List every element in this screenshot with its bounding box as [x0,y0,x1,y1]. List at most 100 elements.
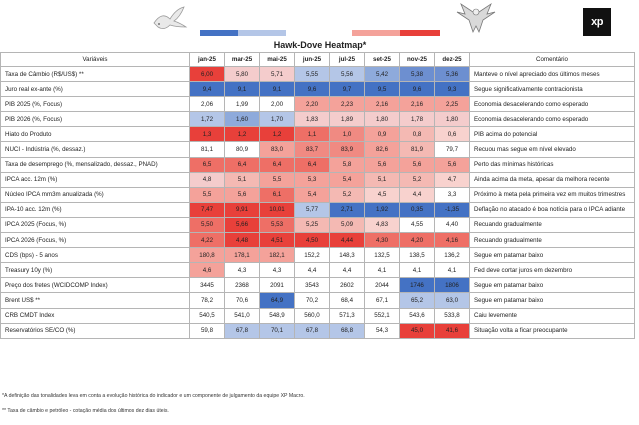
heatmap-cell: 1,2 [224,126,260,143]
heatmap-cell: 10,01 [259,201,295,218]
row-label: Treasury 10y (%) [0,262,190,279]
table-row: Taxa de desemprego (%, mensalizado, dess… [0,156,635,173]
heatmap-cell: 9,7 [329,81,365,98]
row-label: PIB 2025 (%, Focus) [0,96,190,113]
row-comment: PIB acima do potencial [469,126,635,143]
heatmap-table: Variáveis jan-25 mar-25 mai-25 jun-25 ju… [0,52,635,339]
heatmap-cell: 70,1 [259,322,295,339]
row-label: Taxa de desemprego (%, mensalizado, dess… [0,156,190,173]
heatmap-cell: 6,4 [224,156,260,173]
heatmap-cell: 543,6 [399,307,435,324]
heatmap-cell: 6,4 [294,156,330,173]
table-row: Brent US$ ** 78,2 70,6 64,9 70,2 68,4 67,1 65,2… [0,292,635,309]
row-label: CDS (bps) - 5 anos [0,247,190,264]
heatmap-cell: 4,22 [189,232,225,249]
heatmap-cell: -1,35 [434,201,470,218]
heatmap-cell: 2,16 [364,96,400,113]
row-comment: Deflação no atacado é boa notícia para o… [469,201,635,218]
table-row: IPA-10 acc. 12m (%) 7,47 9,91 10,01 5,77 2,71… [0,201,635,218]
hawk-icon [456,2,496,34]
heatmap-cell: 5,6 [434,156,470,173]
row-comment: Recuou mas segue em nível elevado [469,141,635,158]
heatmap-cell: 41,6 [434,322,470,339]
row-label: IPCA 2026 (Focus, %) [0,232,190,249]
row-label: Hiato do Produto [0,126,190,143]
heatmap-cell: 70,6 [224,292,260,309]
heatmap-cell: 2,20 [294,96,330,113]
table-row: CRB CMDT Index 540,5 541,0 548,9 560,0 571,3 5… [0,307,635,324]
heatmap-cell: 1,78 [399,111,435,128]
heatmap-cell: 63,0 [434,292,470,309]
row-comment: Situação volta a ficar preocupante [469,322,635,339]
heatmap-cell: 6,00 [189,65,225,83]
heatmap-cell: 1,83 [294,111,330,128]
heatmap-cell: 571,3 [329,307,365,324]
heatmap-cell: 5,8 [329,156,365,173]
heatmap-cell: 5,53 [259,216,295,234]
heatmap-cell: 0,35 [399,201,435,218]
heatmap-cell: 4,3 [224,262,260,279]
header-area: xp Hawk-Dove Heatmap* [0,0,639,50]
row-comment: Ainda acima da meta, apesar da melhora r… [469,171,635,188]
table-row: Preço dos fretes (WCIDCOMP Index) 3445 236… [0,277,635,294]
heatmap-cell: 180,8 [189,247,225,264]
heatmap-cell: 138,5 [399,247,435,264]
footnote: *A definição das tonalidades leva em con… [2,393,305,399]
heatmap-cell: 1,2 [259,126,295,143]
row-comment: Economia desacelerando como esperado [469,96,635,113]
heatmap-cell: 1,60 [224,111,260,128]
heatmap-cell: 1,72 [189,111,225,128]
row-comment: Segue em patamar baixo [469,277,635,294]
heatmap-cell: 65,2 [399,292,435,309]
heatmap-cell: 5,1 [224,171,260,188]
heatmap-cell: 6,1 [259,186,295,203]
table-row: CDS (bps) - 5 anos 180,8 178,1 182,1 152,2 14… [0,247,635,264]
heatmap-cell: 5,77 [294,201,330,218]
heatmap-cell: 5,55 [294,65,330,83]
heatmap-cell: 6,5 [189,156,225,173]
row-label: NUCI - Indústria (%, dessaz.) [0,141,190,158]
heatmap-cell: 4,5 [364,186,400,203]
heatmap-cell: 83,7 [294,141,330,158]
heatmap-cell: 1,80 [434,111,470,128]
table-row: Reservatórios SE/CO (%) 59,8 67,8 70,1 67,8 6… [0,322,635,339]
heatmap-cell: 5,56 [329,65,365,83]
heatmap-cell: 548,9 [259,307,295,324]
heatmap-cell: 67,8 [224,322,260,339]
row-comment: Perto das mínimas históricas [469,156,635,173]
heatmap-cell: 2602 [329,277,365,294]
heatmap-cell: 4,8 [189,171,225,188]
col-header-month: mai-25 [259,52,295,67]
footnotes: *A definição das tonalidades leva em con… [2,392,305,415]
hawk-scale-light [352,30,400,36]
heatmap-cell: 79,7 [434,141,470,158]
heatmap-cell: 5,5 [189,186,225,203]
row-comment: Manteve o nível apreciado dos últimos me… [469,65,635,83]
heatmap-cell: 182,1 [259,247,295,264]
heatmap-cell: 5,36 [434,65,470,83]
row-label: Reservatórios SE/CO (%) [0,322,190,339]
row-label: IPCA 2025 (Focus, %) [0,216,190,234]
heatmap-cell: 67,1 [364,292,400,309]
heatmap-cell: 5,09 [329,216,365,234]
heatmap-cell: 9,5 [364,81,400,98]
row-comment: Segue em patamar baixo [469,292,635,309]
heatmap-title: Hawk-Dove Heatmap* [273,40,367,50]
heatmap-cell: 54,3 [364,322,400,339]
heatmap-cell: 2,16 [399,96,435,113]
heatmap-cell: 4,4 [399,186,435,203]
heatmap-cell: 68,4 [329,292,365,309]
heatmap-cell: 78,2 [189,292,225,309]
heatmap-cell: 5,4 [294,186,330,203]
heatmap-cell: 83,9 [329,141,365,158]
row-label: IPCA acc. 12m (%) [0,171,190,188]
col-header-month: mar-25 [224,52,260,67]
heatmap-cell: 5,3 [294,171,330,188]
table-row: PIB 2026 (%, Focus) 1,72 1,60 1,70 1,83 1,89 1… [0,111,635,128]
heatmap-cell: 4,51 [259,232,295,249]
xp-logo: xp [583,8,611,36]
dove-scale-strong [200,30,238,36]
heatmap-cell: 59,8 [189,322,225,339]
row-comment: Próximo à meta pela primeira vez em muit… [469,186,635,203]
heatmap-cell: 4,7 [434,171,470,188]
